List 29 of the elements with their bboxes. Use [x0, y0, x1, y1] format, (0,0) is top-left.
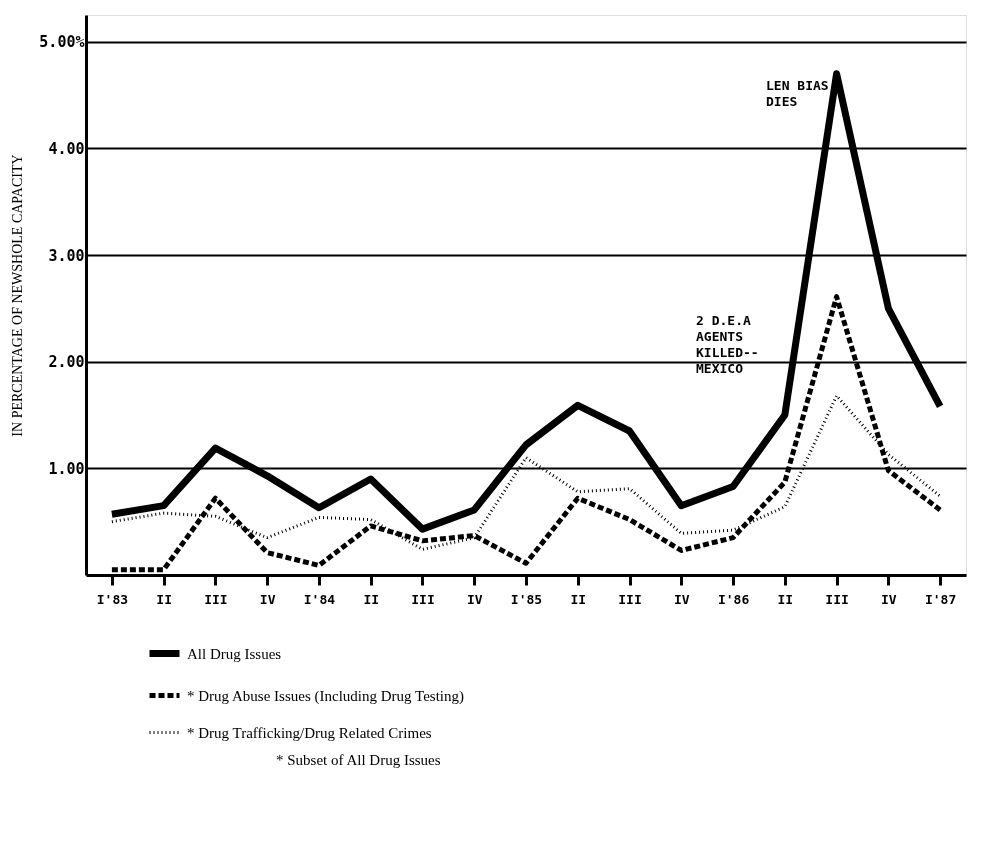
x-tick-label: III — [204, 591, 228, 607]
x-tick-label: I'87 — [924, 591, 957, 607]
y-tick-label: 4.00 — [48, 139, 85, 158]
x-tick-label: I'83 — [96, 591, 129, 607]
x-tick-label: IV — [259, 591, 276, 607]
legend-label: * Drug Trafficking/Drug Related Crimes — [187, 724, 432, 741]
x-tick-label: III — [825, 591, 849, 607]
x-tick-label: IV — [466, 591, 483, 607]
x-tick-label: I'86 — [717, 591, 750, 607]
annotation: 2 D.E.A AGENTS KILLED-- MEXICO — [696, 313, 759, 376]
x-tick-label: I'84 — [303, 591, 336, 607]
y-tick-label: 1.00 — [48, 459, 85, 478]
text: * Subset of All Drug Issues — [276, 752, 441, 768]
x-tick-label: IV — [673, 591, 690, 607]
x-tick-label: III — [411, 591, 435, 607]
y-tick-label: 2.00 — [48, 353, 85, 372]
annotation: LEN BIAS DIES — [766, 78, 829, 109]
legend-label: * Drug Abuse Issues (Including Drug Testing) — [187, 687, 464, 705]
x-tick-label: II — [156, 591, 172, 607]
y-tick-label: 5.00% — [39, 33, 85, 52]
x-tick-label: II — [570, 591, 587, 607]
y-axis-title: IN PERCENTAGE OF NEWSHOLE CAPACITY — [10, 154, 26, 437]
x-tick-label: III — [618, 591, 642, 607]
x-tick-label: I'85 — [510, 591, 543, 607]
x-tick-label: II — [363, 591, 380, 607]
x-tick-label: IV — [881, 591, 897, 607]
legend-label: All Drug Issues — [187, 645, 282, 662]
y-tick-label: 3.00 — [48, 246, 85, 265]
x-tick-label: II — [777, 591, 794, 607]
